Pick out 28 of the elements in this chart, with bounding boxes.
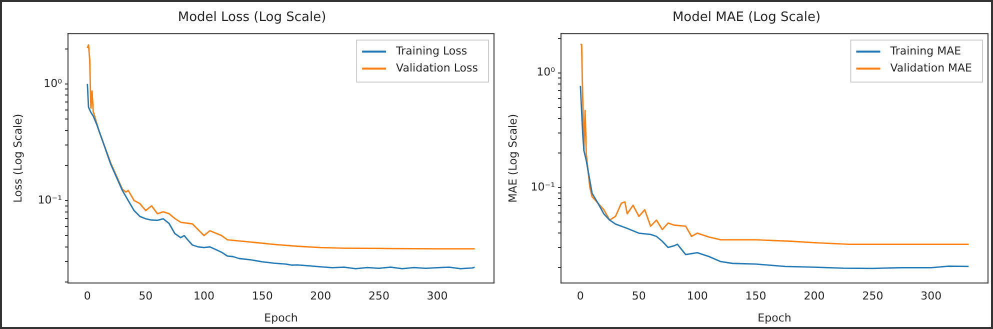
- legend-label: Training MAE: [889, 44, 962, 58]
- x-tick-label: 100: [686, 289, 708, 302]
- chart-title: Model MAE (Log Scale): [672, 10, 821, 26]
- y-tick-label: 10⁻¹: [530, 180, 555, 194]
- legend-label: Validation Loss: [396, 61, 478, 74]
- x-axis-title: Epoch: [758, 311, 792, 324]
- x-tick-label: 300: [920, 289, 942, 302]
- legend-label: Validation MAE: [890, 61, 972, 74]
- legend-label: Training Loss: [395, 44, 468, 58]
- y-tick-label: 10⁰: [536, 66, 556, 79]
- x-tick-label: 300: [426, 289, 448, 302]
- x-tick-label: 150: [745, 289, 766, 302]
- x-tick-label: 250: [368, 289, 390, 302]
- x-tick-label: 0: [576, 289, 584, 302]
- x-tick-label: 250: [862, 289, 884, 302]
- x-tick-label: 200: [804, 289, 825, 302]
- x-tick-label: 50: [632, 289, 646, 302]
- x-tick-label: 50: [138, 289, 153, 302]
- chart-title: Model Loss (Log Scale): [178, 10, 326, 26]
- x-tick-label: 150: [252, 289, 273, 302]
- y-tick-label: 10⁰: [44, 76, 63, 90]
- x-axis-title: Epoch: [264, 311, 298, 324]
- x-tick-label: 0: [84, 289, 91, 302]
- x-tick-label: 100: [194, 289, 215, 302]
- y-axis-title: MAE (Log Scale): [506, 114, 520, 203]
- x-tick-label: 200: [310, 289, 332, 302]
- y-axis-title: Loss (Log Scale): [11, 114, 24, 203]
- y-tick-label: 10⁻¹: [38, 193, 62, 206]
